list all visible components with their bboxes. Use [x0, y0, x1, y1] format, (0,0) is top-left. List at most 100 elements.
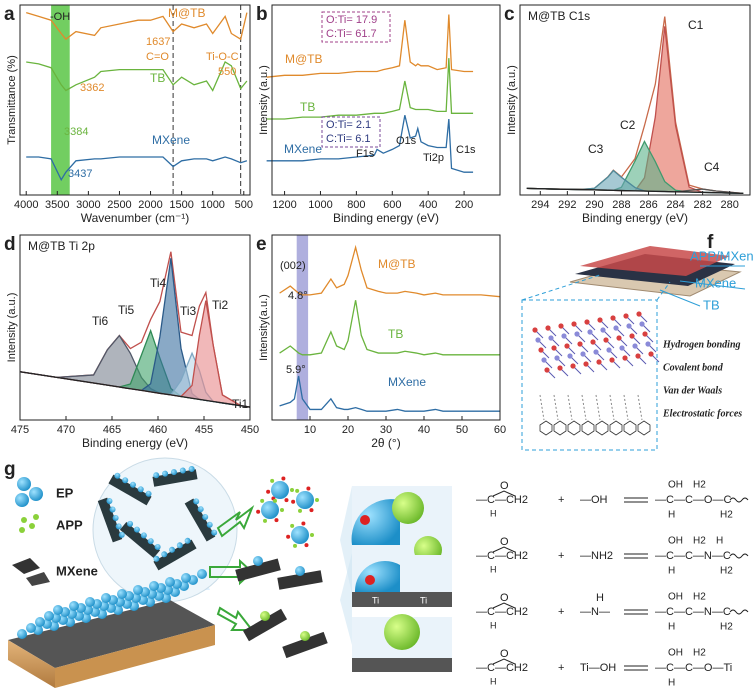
sugar-ring	[553, 420, 567, 436]
ep-sphere	[271, 481, 289, 499]
ep-sphere	[115, 523, 122, 530]
ep-sphere	[161, 551, 168, 558]
epoxide-h: H	[490, 676, 497, 686]
series-label: TB	[150, 71, 165, 85]
ep-sphere	[169, 546, 175, 553]
ep-sphere	[153, 555, 160, 562]
y-axis-label: Intensity (a.u.)	[6, 293, 18, 363]
atom	[642, 331, 648, 337]
atom	[596, 359, 602, 365]
atom	[623, 313, 629, 319]
ep-sphere	[153, 472, 160, 479]
ep-icon	[15, 493, 29, 507]
ep-sphere	[181, 573, 191, 583]
x-axis-label: Binding energy (eV)	[82, 436, 188, 450]
series-label: C4	[704, 160, 720, 174]
series-line	[279, 300, 500, 356]
epoxide-h: H	[490, 508, 497, 518]
ep-sphere	[140, 532, 147, 539]
h-bond	[609, 394, 615, 421]
x-axis-label: Binding energy (eV)	[333, 211, 439, 225]
atom	[626, 323, 632, 329]
product-top: OH	[668, 592, 683, 603]
ep-sphere	[127, 520, 134, 527]
ep-sphere	[165, 577, 175, 587]
ep-sphere	[133, 526, 140, 533]
series-label: TB	[388, 327, 403, 341]
atom	[606, 347, 612, 353]
series-label: Ti3	[180, 304, 197, 318]
sugar-ring	[623, 420, 637, 436]
reagent: —OH	[580, 494, 608, 506]
x-tick-label: 290	[585, 199, 603, 211]
atom	[558, 323, 564, 329]
ep-sphere	[211, 529, 218, 536]
atom	[632, 343, 638, 349]
series-line	[279, 375, 500, 412]
series-line	[26, 61, 248, 92]
zoom-wedge	[340, 553, 352, 645]
x-tick-label: 3000	[76, 199, 100, 211]
product-top: OH	[668, 480, 683, 491]
app-dot	[304, 543, 309, 548]
annotation: F1s	[356, 148, 375, 160]
atom	[541, 357, 547, 363]
x-tick-label: 200	[455, 199, 473, 211]
ep-sphere	[193, 498, 200, 505]
ep-sphere	[53, 605, 63, 615]
x-tick-label: 4000	[14, 199, 38, 211]
composite-top	[8, 600, 215, 668]
mxene-flake	[152, 469, 198, 487]
ep-sphere	[296, 491, 314, 509]
product-top: H2	[693, 536, 706, 547]
h-bond	[581, 394, 587, 421]
app-layer	[580, 246, 730, 276]
plot-frame	[271, 4, 501, 196]
app-icon	[21, 517, 27, 523]
x-tick-label: 470	[57, 424, 75, 436]
atom	[571, 321, 577, 327]
x-tick-label: 3500	[45, 199, 69, 211]
x-tick-label: 294	[531, 199, 549, 211]
epoxide-o: O	[500, 592, 509, 604]
highlight-band	[296, 235, 309, 420]
app-dot	[310, 533, 314, 537]
surface-label: Ti	[420, 595, 427, 605]
sugar-ring	[567, 420, 581, 436]
app-dot	[298, 508, 303, 513]
mxene-flake	[153, 539, 197, 571]
epoxide-o: O	[500, 480, 509, 492]
app-dot	[274, 518, 279, 523]
ep-sphere	[202, 514, 209, 520]
ep-sphere	[154, 543, 161, 550]
particle	[295, 566, 305, 576]
plot-frame	[19, 234, 251, 421]
annotation: 3384	[64, 126, 88, 138]
ep-sphere	[69, 601, 79, 611]
x-axis-label: 2θ (°)	[371, 436, 400, 450]
interaction: Van der Waals	[663, 385, 722, 396]
atom	[554, 355, 560, 361]
interaction: Hydrogen bonding	[662, 339, 741, 350]
app-dot	[256, 509, 261, 514]
ep-sphere	[114, 472, 121, 479]
ep-sphere	[145, 490, 152, 497]
atom	[545, 325, 551, 331]
plus: +	[558, 606, 564, 618]
atom	[564, 343, 570, 349]
product-bottom: H	[668, 566, 675, 577]
wavy-bond	[729, 553, 749, 559]
app-dot	[266, 489, 271, 494]
atom	[616, 335, 622, 341]
annotation: C:Ti= 61.7	[326, 28, 377, 40]
atom	[577, 341, 583, 347]
h-bond	[539, 394, 545, 421]
annotation: 1637	[146, 36, 170, 48]
ep-sphere	[117, 589, 127, 599]
reagent: Ti—OH	[580, 662, 616, 674]
atom	[561, 333, 567, 339]
annotation: 4.8°	[288, 290, 308, 302]
product-top: H2	[693, 592, 706, 603]
bubble-content	[97, 465, 218, 571]
sugar-ring	[539, 420, 553, 436]
